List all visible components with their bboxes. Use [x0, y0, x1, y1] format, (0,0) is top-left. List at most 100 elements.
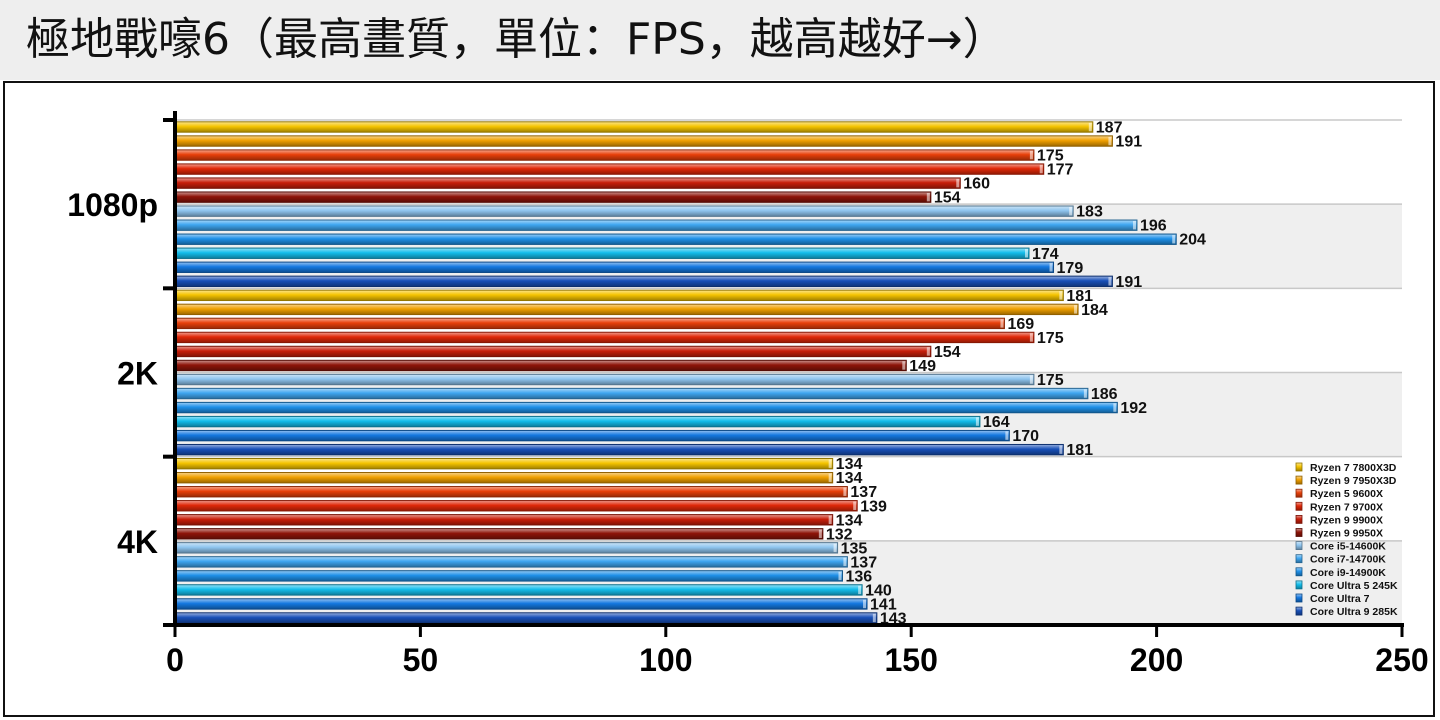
data-label: 154	[934, 190, 961, 207]
x-tick-label: 150	[885, 642, 938, 678]
bar-highlight	[1113, 403, 1117, 412]
data-label: 154	[934, 344, 961, 361]
x-tick-label: 200	[1130, 642, 1183, 678]
bar	[175, 345, 932, 358]
legend-label: Ryzen 7 9700X	[1310, 501, 1383, 513]
legend-label: Ryzen 9 9950X	[1310, 528, 1383, 540]
x-tick-label: 50	[403, 642, 439, 678]
bar	[175, 191, 932, 203]
data-label: 179	[1057, 260, 1084, 277]
data-label: 181	[1066, 442, 1093, 459]
bar	[175, 275, 1113, 288]
legend-label: Core Ultra 9 285K	[1310, 606, 1398, 618]
x-tick-label: 0	[166, 642, 184, 678]
bar-highlight	[872, 613, 876, 623]
bar	[175, 205, 1074, 217]
bar	[175, 584, 863, 596]
bar	[175, 219, 1138, 231]
legend-swatch	[1295, 580, 1303, 590]
bar	[175, 443, 1064, 456]
bar	[175, 163, 1045, 175]
data-label: 136	[845, 568, 872, 585]
bar-highlight	[1083, 389, 1087, 398]
background-band	[175, 204, 1402, 289]
legend-swatch	[1295, 606, 1303, 616]
legend-label: Ryzen 5 9600X	[1310, 488, 1383, 500]
bar-highlight	[1088, 122, 1092, 132]
data-label: 164	[983, 414, 1010, 431]
data-label: 187	[1096, 120, 1123, 137]
legend-label: Ryzen 9 7950X3D	[1310, 475, 1397, 487]
legend-swatch	[1295, 567, 1303, 577]
legend-label: Core Ultra 5 245K	[1310, 580, 1398, 592]
bar	[175, 500, 858, 512]
bar-highlight	[858, 585, 862, 595]
bar	[175, 177, 961, 189]
bar-highlight	[975, 417, 979, 426]
bar-highlight	[1108, 277, 1112, 286]
bar-highlight	[1074, 305, 1078, 314]
legend-swatch	[1295, 541, 1303, 551]
legend-label: Core i5-14600K	[1310, 541, 1386, 553]
bar	[175, 135, 1113, 147]
data-label: 175	[1037, 148, 1064, 165]
legend-swatch	[1295, 593, 1303, 603]
legend-label: Ryzen 7 7800X3D	[1310, 462, 1397, 474]
data-label: 134	[836, 456, 863, 473]
bar-highlight	[1059, 291, 1063, 300]
category-label: 2K	[117, 356, 158, 392]
data-label: 196	[1140, 218, 1167, 235]
bar	[175, 401, 1118, 414]
data-label: 140	[865, 582, 892, 599]
chart-frame: 187 181 134 191 184 134 175 169 137 177 175 139 160 1…	[3, 81, 1435, 717]
legend-swatch	[1295, 514, 1303, 524]
x-tick-label: 100	[639, 642, 692, 678]
bar-highlight	[902, 361, 906, 370]
data-label: 134	[836, 470, 863, 487]
bar	[175, 612, 878, 624]
x-tick-label: 250	[1375, 642, 1428, 678]
bar	[175, 486, 848, 498]
legend-swatch	[1295, 462, 1303, 472]
bar-highlight	[1029, 375, 1033, 384]
data-label: 191	[1115, 134, 1142, 151]
data-label: 177	[1047, 162, 1074, 179]
category-label: 4K	[117, 524, 158, 560]
bar	[175, 331, 1035, 344]
bar	[175, 429, 1010, 442]
bar-highlight	[828, 459, 832, 468]
legend-label: Core i7-14700K	[1310, 554, 1386, 566]
data-label: 149	[909, 358, 936, 375]
data-label: 175	[1037, 372, 1064, 389]
legend-swatch	[1295, 501, 1303, 511]
bar	[175, 528, 824, 540]
legend-label: Ryzen 9 9900X	[1310, 514, 1383, 526]
data-label: 169	[1007, 316, 1034, 333]
bar-highlight	[1029, 150, 1033, 160]
data-label: 183	[1076, 204, 1103, 221]
background-band	[175, 540, 1402, 625]
bar-highlight	[828, 515, 832, 524]
bar-highlight	[926, 347, 930, 356]
bar-highlight	[1059, 445, 1063, 454]
data-label: 134	[836, 512, 863, 529]
bar	[175, 457, 834, 470]
bar-highlight	[926, 192, 930, 202]
data-label: 184	[1081, 302, 1108, 319]
legend-swatch	[1295, 488, 1303, 498]
data-label: 192	[1120, 400, 1147, 417]
data-label: 139	[860, 498, 887, 515]
category-label: 1080p	[67, 187, 158, 223]
bar	[175, 261, 1055, 273]
data-label: 135	[841, 540, 868, 557]
data-label: 137	[850, 554, 877, 571]
bar	[175, 542, 839, 554]
bar	[175, 303, 1079, 316]
bar-highlight	[1005, 431, 1009, 440]
data-label: 160	[963, 176, 990, 193]
bar	[175, 289, 1064, 302]
data-label: 170	[1012, 428, 1039, 445]
bar-highlight	[956, 178, 960, 188]
bar	[175, 514, 834, 526]
bar-highlight	[1132, 221, 1136, 230]
